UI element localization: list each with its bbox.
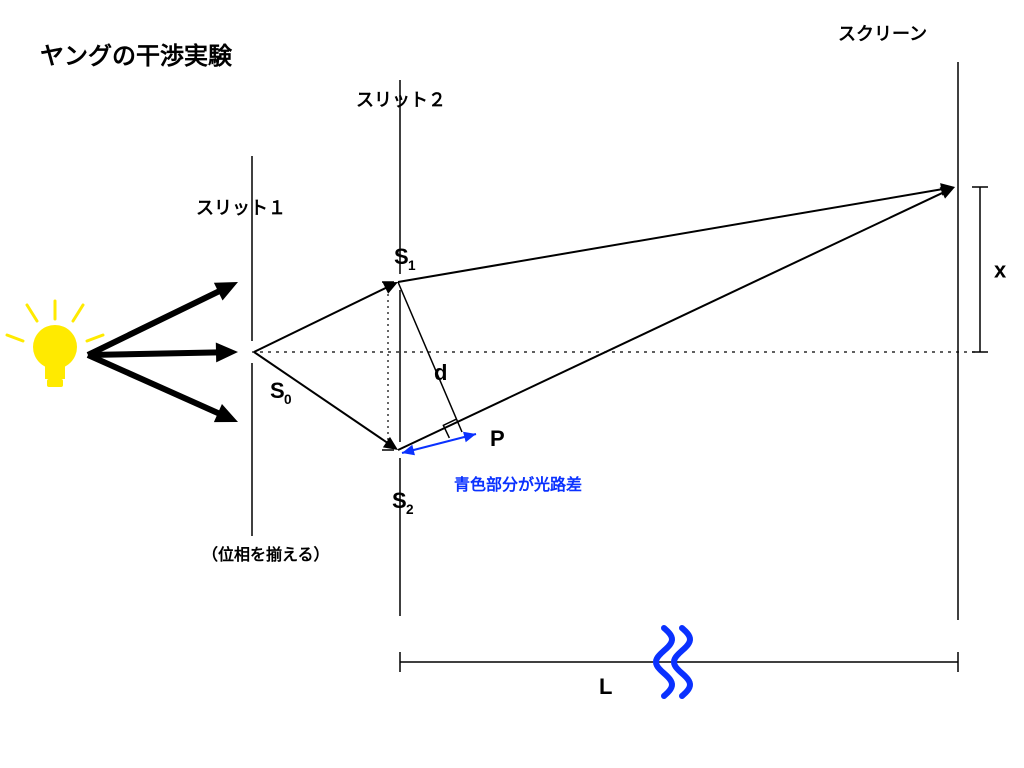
s1-label: S1 [394, 244, 416, 273]
svg-text:0: 0 [284, 392, 292, 407]
path-diff-label: 青色部分が光路差 [454, 475, 582, 494]
svg-text:P: P [490, 426, 505, 451]
svg-text:2: 2 [406, 502, 414, 517]
slit2-label: スリット２ [356, 90, 446, 110]
light-bulb-icon [33, 325, 77, 387]
svg-text:S: S [394, 244, 409, 269]
svg-text:S: S [270, 378, 285, 403]
s0-label: S0 [270, 378, 292, 407]
svg-text:1: 1 [408, 258, 416, 273]
screen-label: スクリーン [838, 24, 927, 44]
page-title: ヤングの干渉実験 [40, 42, 233, 70]
svg-text:d: d [434, 360, 447, 385]
svg-text:L: L [599, 674, 612, 699]
phase-note: （位相を揃える） [202, 545, 330, 564]
slit1-label: スリット１ [196, 198, 286, 218]
svg-text:x: x [994, 258, 1007, 283]
s2-label: S2 [392, 488, 414, 517]
svg-text:S: S [392, 488, 407, 513]
